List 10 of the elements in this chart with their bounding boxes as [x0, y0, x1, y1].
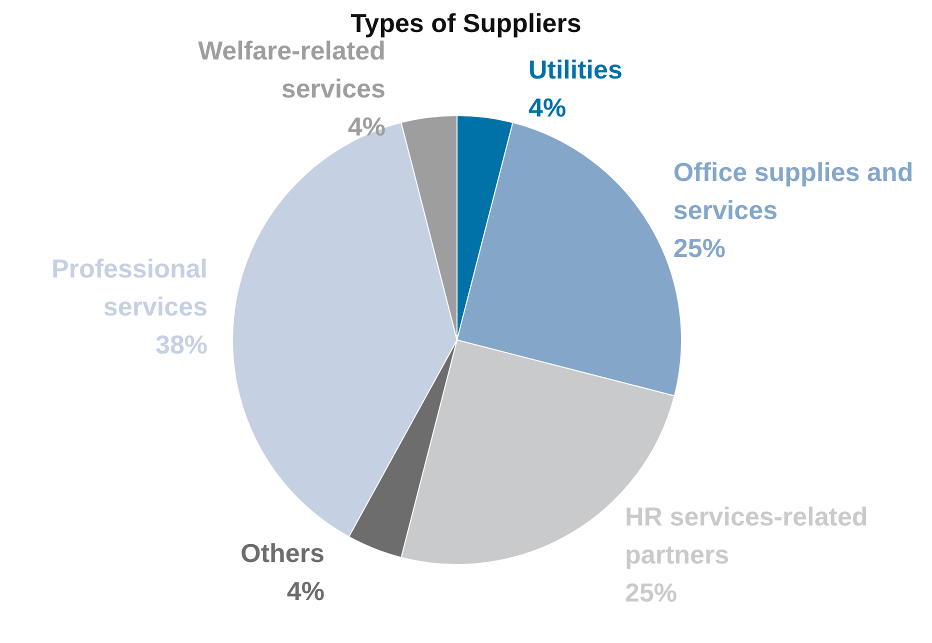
data-label: 38% [155, 330, 208, 360]
data-label: 4% [348, 112, 386, 142]
data-label: 4% [286, 576, 324, 606]
slice-label: Office supplies and services [673, 157, 914, 226]
slice-label: Others [240, 538, 324, 568]
data-label: 25% [673, 233, 726, 264]
slice-label: Utilities [528, 54, 622, 85]
chart-title: Types of Suppliers [350, 8, 582, 38]
slice-label: Professional services [51, 254, 208, 322]
data-label: 4% [528, 92, 566, 123]
